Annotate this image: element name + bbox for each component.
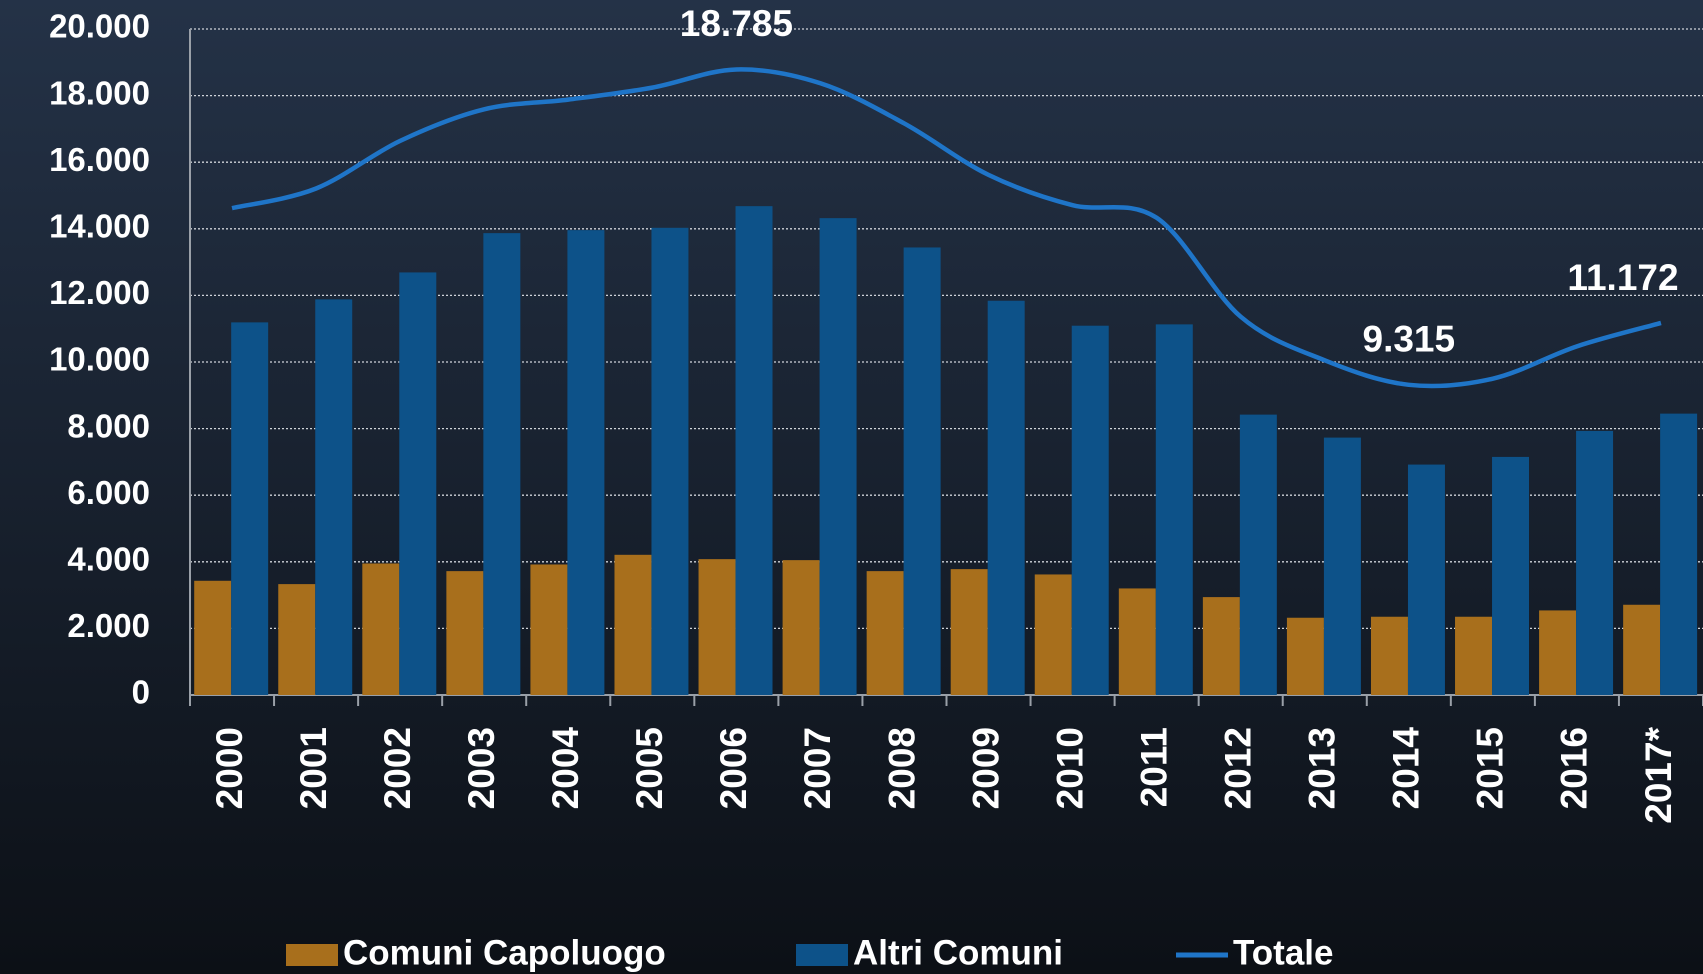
bar (1492, 456, 1530, 695)
x-tick-label: 2012 (1217, 727, 1258, 809)
bar (1539, 610, 1577, 695)
bar (1202, 597, 1240, 695)
legend-label: Comuni Capoluogo (343, 933, 666, 972)
bar (194, 580, 232, 695)
y-tick-label: 18.000 (49, 74, 150, 111)
bar (278, 584, 316, 695)
y-tick-label: 4.000 (67, 541, 150, 578)
bar (1660, 413, 1698, 695)
bar (698, 559, 736, 695)
x-tick-label: 2006 (713, 727, 754, 809)
bar (1576, 430, 1614, 695)
x-tick-label: 2001 (293, 727, 334, 809)
bar (315, 299, 353, 695)
x-tick-label: 2014 (1386, 727, 1427, 810)
bar (866, 571, 904, 695)
bar (1118, 588, 1156, 695)
x-tick-label: 2009 (965, 727, 1006, 809)
bar (735, 206, 773, 695)
x-tick-label: 2008 (881, 727, 922, 809)
bar (362, 563, 400, 695)
y-tick-label: 10.000 (49, 341, 150, 378)
x-tick-label: 2011 (1133, 727, 1174, 807)
x-tick-label: 2015 (1470, 727, 1511, 809)
bar (1623, 604, 1661, 695)
x-tick-label: 2003 (461, 727, 502, 809)
bar (950, 569, 988, 695)
legend-label: Totale (1233, 933, 1333, 972)
x-tick-label: 2007 (797, 727, 838, 809)
x-tick-label: 2016 (1554, 727, 1595, 809)
x-tick-label: 2002 (377, 727, 418, 809)
bar (1455, 616, 1493, 695)
data-label: 9.315 (1363, 319, 1456, 360)
bar (651, 227, 689, 695)
bar (819, 218, 857, 696)
legend-swatch (286, 944, 338, 966)
bar (1370, 616, 1408, 695)
x-tick-label: 2004 (545, 727, 586, 810)
y-tick-label: 20.000 (49, 8, 150, 45)
y-tick-label: 8.000 (67, 407, 150, 444)
bar (483, 233, 521, 695)
legend-swatch (796, 944, 848, 966)
legend-label: Altri Comuni (853, 933, 1063, 972)
x-tick-label: 2000 (209, 727, 250, 809)
bar (399, 272, 437, 695)
bar (1239, 414, 1277, 695)
y-tick-label: 2.000 (67, 607, 150, 644)
y-tick-label: 12.000 (49, 274, 150, 311)
bar (614, 554, 652, 695)
bar (1323, 437, 1361, 695)
bar (1407, 464, 1445, 695)
bar (231, 322, 269, 695)
bar (1155, 324, 1193, 695)
y-tick-label: 6.000 (67, 474, 150, 511)
bar (1286, 617, 1324, 695)
y-tick-label: 16.000 (49, 141, 150, 178)
x-tick-label: 2005 (629, 727, 670, 809)
x-tick-label: 2010 (1049, 727, 1090, 809)
y-tick-label: 14.000 (49, 208, 150, 245)
y-tick-label: 0 (132, 674, 150, 711)
bar (530, 564, 568, 695)
data-label: 11.172 (1567, 257, 1678, 298)
bar (446, 571, 484, 695)
x-tick-label: 2017* (1638, 726, 1679, 823)
bar (782, 560, 820, 695)
line (231, 67, 1662, 389)
bar (987, 300, 1025, 695)
bar (1034, 574, 1072, 695)
bar (903, 247, 941, 695)
bar (1071, 325, 1109, 695)
bar (567, 230, 605, 695)
x-tick-label: 2013 (1302, 727, 1343, 809)
data-label: 18.785 (680, 3, 793, 44)
